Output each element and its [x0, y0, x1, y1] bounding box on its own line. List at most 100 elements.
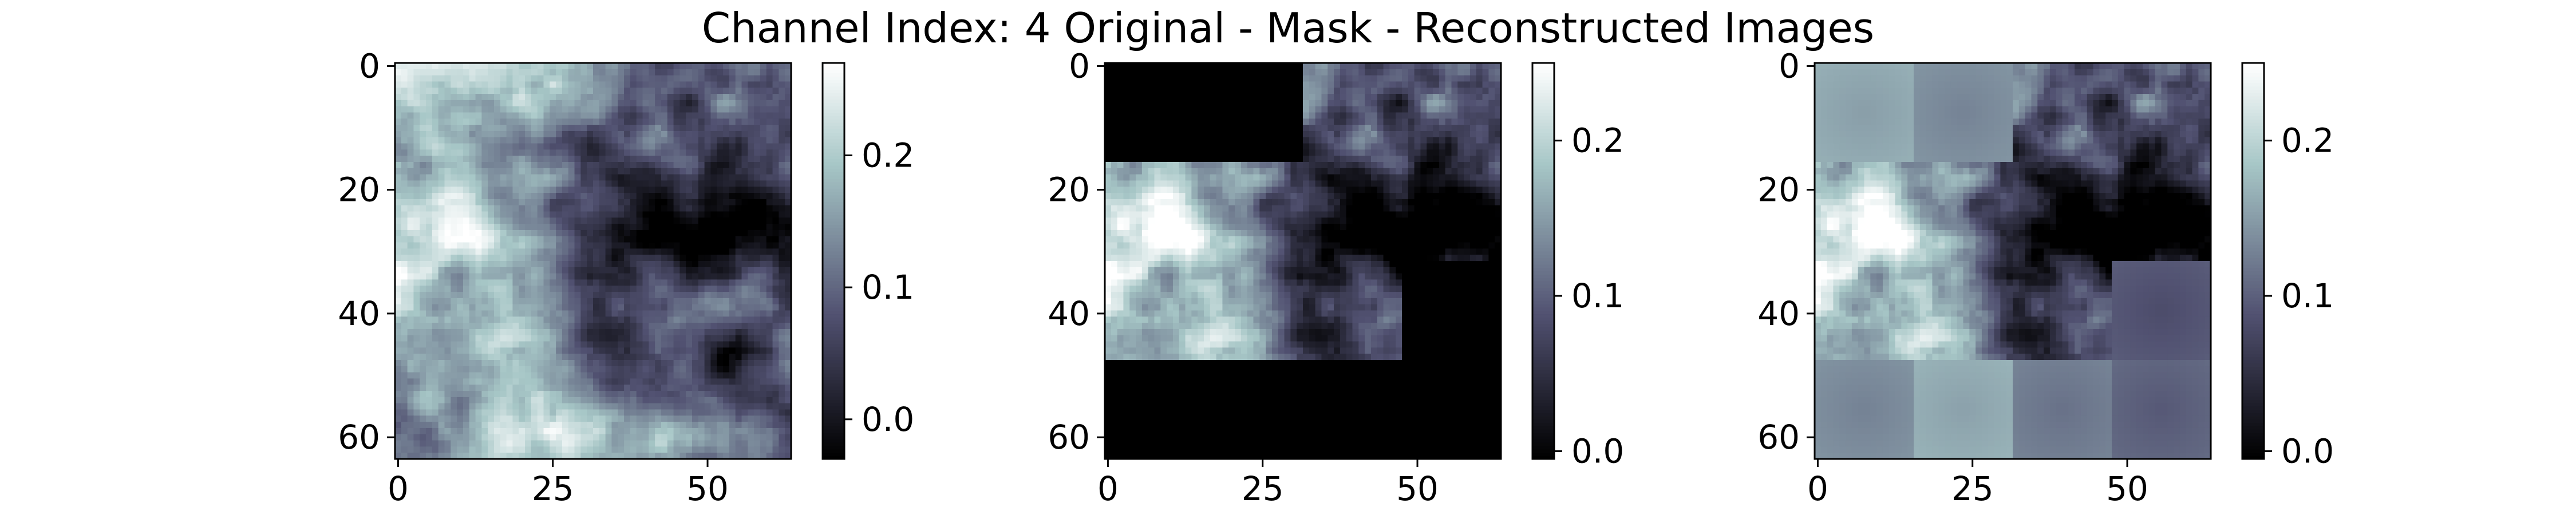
heatmap-cell — [779, 94, 785, 101]
heatmap-cell — [748, 372, 754, 379]
heatmap-cell — [401, 229, 408, 237]
heatmap-cell — [469, 199, 476, 206]
heatmap-cell — [1457, 69, 1464, 76]
heatmap-cell — [760, 217, 767, 224]
heatmap-cell — [500, 427, 507, 435]
heatmap-cell — [661, 125, 668, 132]
heatmap-cell — [1240, 69, 1248, 76]
heatmap-cell — [469, 328, 476, 336]
heatmap-cell — [469, 255, 476, 262]
heatmap-cell — [1445, 88, 1452, 94]
heatmap-cell — [698, 137, 705, 144]
heatmap-cell — [426, 112, 433, 119]
heatmap-cell — [401, 453, 408, 459]
heatmap-cell — [624, 242, 631, 249]
heatmap-cell — [488, 453, 495, 459]
heatmap-cell — [729, 100, 736, 107]
heatmap-cell — [748, 217, 754, 224]
heatmap-cell — [710, 156, 717, 163]
heatmap-cell — [599, 415, 606, 422]
heatmap-cell — [618, 143, 625, 150]
heatmap-cell — [1389, 100, 1396, 107]
heatmap-cell — [531, 229, 538, 237]
heatmap-cell — [1235, 130, 1242, 138]
heatmap-cell — [748, 403, 754, 410]
heatmap-cell — [568, 403, 575, 410]
heatmap-cell — [673, 187, 680, 193]
heatmap-cell — [519, 403, 526, 410]
heatmap-cell — [1179, 100, 1186, 107]
heatmap-cell — [438, 112, 445, 119]
heatmap-cell — [1204, 100, 1211, 107]
colorbar-step — [823, 82, 844, 87]
heatmap-cell — [698, 162, 705, 169]
heatmap-cell — [679, 347, 686, 354]
heatmap-cell — [413, 267, 420, 274]
heatmap-cell — [580, 118, 587, 125]
heatmap-cell — [407, 323, 414, 330]
heatmap-cell — [413, 199, 420, 206]
heatmap-cell — [673, 279, 680, 286]
heatmap-cell — [556, 316, 563, 323]
heatmap-cell — [401, 242, 408, 249]
heatmap-cell — [611, 156, 618, 163]
heatmap-cell — [519, 298, 526, 305]
heatmap-cell — [531, 242, 538, 249]
heatmap-cell — [729, 328, 736, 336]
heatmap-cell — [506, 415, 513, 422]
heatmap-cell — [766, 372, 773, 379]
heatmap-cell — [661, 316, 668, 323]
heatmap-cell — [519, 397, 526, 404]
heatmap-cell — [760, 130, 767, 138]
heatmap-cell — [723, 316, 730, 323]
heatmap-cell — [420, 156, 426, 163]
heatmap-cell — [611, 100, 618, 107]
heatmap-cell — [611, 211, 618, 218]
heatmap-cell — [710, 112, 717, 119]
heatmap-cell — [605, 286, 613, 292]
heatmap-cell — [599, 328, 606, 336]
heatmap-cell — [1408, 94, 1415, 101]
heatmap-cell — [605, 211, 613, 218]
heatmap-cell — [1129, 63, 1136, 70]
heatmap-cell — [580, 354, 587, 360]
heatmap-cell — [599, 69, 606, 76]
heatmap-cell — [710, 199, 717, 206]
heatmap-cell — [1290, 94, 1297, 101]
colorbar-step — [823, 218, 844, 222]
heatmap-cell — [457, 422, 464, 429]
heatmap-cell — [1228, 69, 1235, 76]
heatmap-cell — [1469, 112, 1477, 119]
heatmap-cell — [605, 255, 613, 262]
heatmap-cell — [556, 94, 563, 101]
heatmap-cell — [475, 137, 482, 144]
heatmap-cell — [1482, 88, 1489, 94]
heatmap-cell — [673, 323, 680, 330]
heatmap-cell — [748, 279, 754, 286]
heatmap-cell — [1457, 75, 1464, 82]
heatmap-cell — [779, 106, 785, 113]
heatmap-cell — [611, 415, 618, 422]
heatmap-cell — [1191, 130, 1198, 138]
colorbar-step — [823, 195, 844, 199]
heatmap-cell — [543, 335, 550, 342]
heatmap-cell — [748, 137, 754, 144]
heatmap-cell — [766, 366, 773, 373]
heatmap-cell — [1297, 118, 1303, 125]
heatmap-cell — [661, 248, 668, 255]
heatmap-cell — [692, 434, 699, 441]
heatmap-cell — [686, 81, 693, 88]
heatmap-cell — [1445, 106, 1452, 113]
heatmap-cell — [735, 391, 742, 398]
heatmap-cell — [537, 100, 544, 107]
heatmap-cell — [444, 267, 451, 274]
heatmap-cell — [512, 180, 519, 187]
heatmap-cell — [624, 199, 631, 206]
heatmap-cell — [760, 261, 767, 268]
heatmap-cell — [679, 180, 686, 187]
heatmap-cell — [457, 347, 464, 354]
heatmap-cell — [438, 106, 445, 113]
heatmap-cell — [618, 156, 625, 163]
heatmap-cell — [735, 143, 742, 150]
heatmap-cell — [525, 81, 532, 88]
